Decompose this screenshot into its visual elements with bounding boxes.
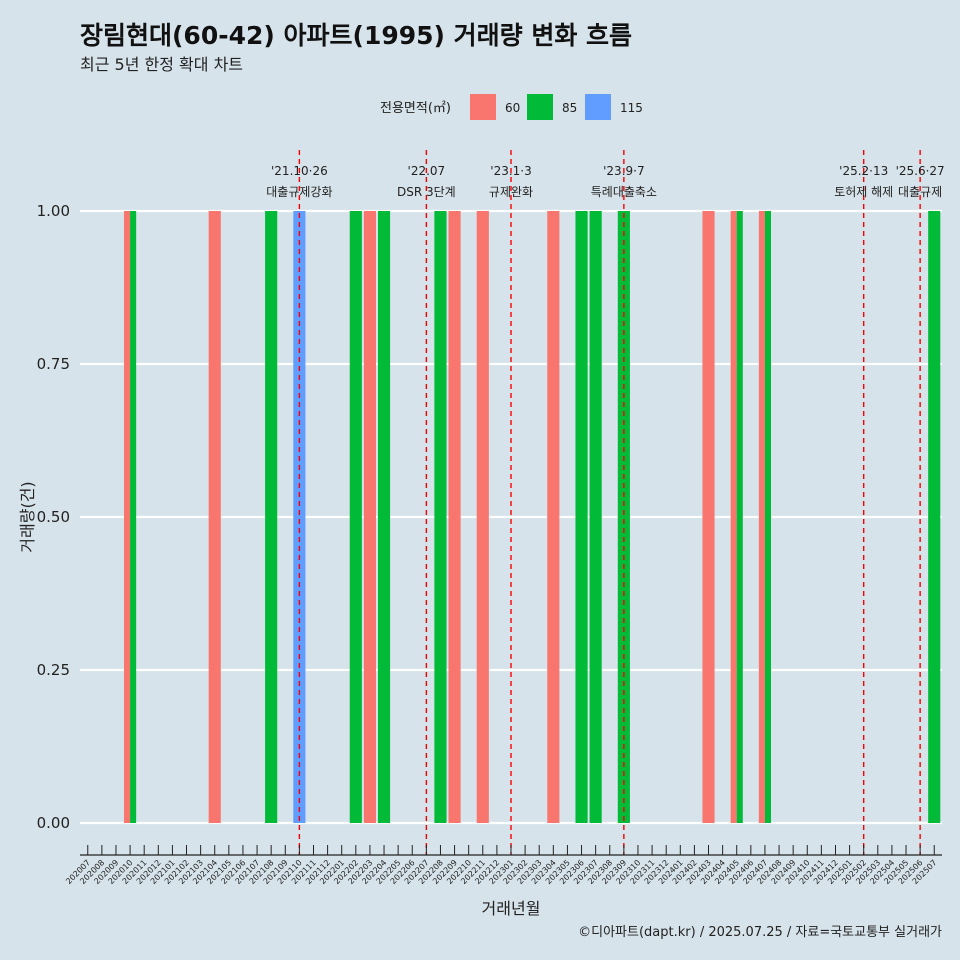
legend-label: 85 bbox=[562, 101, 577, 115]
bar bbox=[377, 211, 391, 823]
event-date: '23.1·3 bbox=[490, 164, 531, 178]
event-label: 특례대출축소 bbox=[591, 185, 657, 199]
caption: ©디아파트(dapt.kr) / 2025.07.25 / 자료=국토교통부 실… bbox=[578, 925, 942, 940]
grid bbox=[80, 209, 942, 825]
y-tick-label: 1.00 bbox=[37, 202, 70, 220]
x-axis: 2020072020082020092020102020112020122021… bbox=[64, 845, 942, 886]
event-date: '23.9·7 bbox=[603, 164, 644, 178]
bar bbox=[589, 211, 602, 823]
bar bbox=[736, 211, 743, 823]
bar bbox=[764, 211, 772, 823]
event-date: '21.10·26 bbox=[271, 164, 328, 178]
bar bbox=[448, 211, 461, 823]
bar bbox=[363, 211, 376, 823]
legend-swatch bbox=[585, 94, 611, 120]
bar bbox=[265, 211, 278, 823]
legend-label: 115 bbox=[620, 101, 643, 115]
bar bbox=[928, 211, 941, 823]
bars bbox=[124, 211, 941, 823]
event-lines bbox=[298, 150, 921, 855]
bar bbox=[124, 211, 131, 823]
y-axis-title: 거래량(건) bbox=[18, 481, 37, 552]
event-label: 규제완화 bbox=[489, 185, 533, 199]
bar bbox=[293, 211, 306, 823]
bar bbox=[730, 211, 737, 823]
y-tick-label: 0.50 bbox=[37, 508, 70, 526]
legend-label: 60 bbox=[505, 101, 520, 115]
chart-title: 장림현대(60-42) 아파트(1995) 거래량 변화 흐름 bbox=[80, 21, 632, 50]
y-axis: 0.00 0.25 0.50 0.75 1.00 bbox=[37, 202, 70, 832]
legend: 전용면적(㎡) 60 85 115 bbox=[380, 94, 643, 120]
x-axis-title: 거래년월 bbox=[482, 899, 541, 918]
event-label: 대출규제 bbox=[898, 185, 942, 199]
bar bbox=[575, 211, 588, 823]
event-label: 토허제 해제 bbox=[834, 185, 893, 199]
bar bbox=[547, 211, 560, 823]
event-date: '22.07 bbox=[408, 164, 446, 178]
bar bbox=[130, 211, 137, 823]
y-tick-label: 0.00 bbox=[37, 814, 70, 832]
chart-subtitle: 최근 5년 한정 확대 차트 bbox=[80, 55, 243, 74]
bar bbox=[476, 211, 489, 823]
bar bbox=[758, 211, 765, 823]
bar bbox=[434, 211, 447, 823]
bar bbox=[617, 211, 630, 823]
legend-swatch bbox=[470, 94, 496, 120]
bar bbox=[702, 211, 715, 823]
legend-title: 전용면적(㎡) bbox=[380, 101, 451, 116]
event-date: '25.2·13 bbox=[839, 164, 888, 178]
y-tick-label: 0.75 bbox=[37, 355, 70, 373]
event-label: 대출규제강화 bbox=[266, 185, 332, 199]
event-label: DSR 3단계 bbox=[397, 185, 456, 199]
bar bbox=[208, 211, 221, 823]
event-date: '25.6·27 bbox=[896, 164, 945, 178]
y-tick-label: 0.25 bbox=[37, 661, 70, 679]
bar bbox=[349, 211, 362, 823]
event-annotations: '21.10·26 대출규제강화 '22.07 DSR 3단계 '23.1·3 규제완화 '… bbox=[266, 164, 944, 199]
legend-swatch bbox=[527, 94, 553, 120]
